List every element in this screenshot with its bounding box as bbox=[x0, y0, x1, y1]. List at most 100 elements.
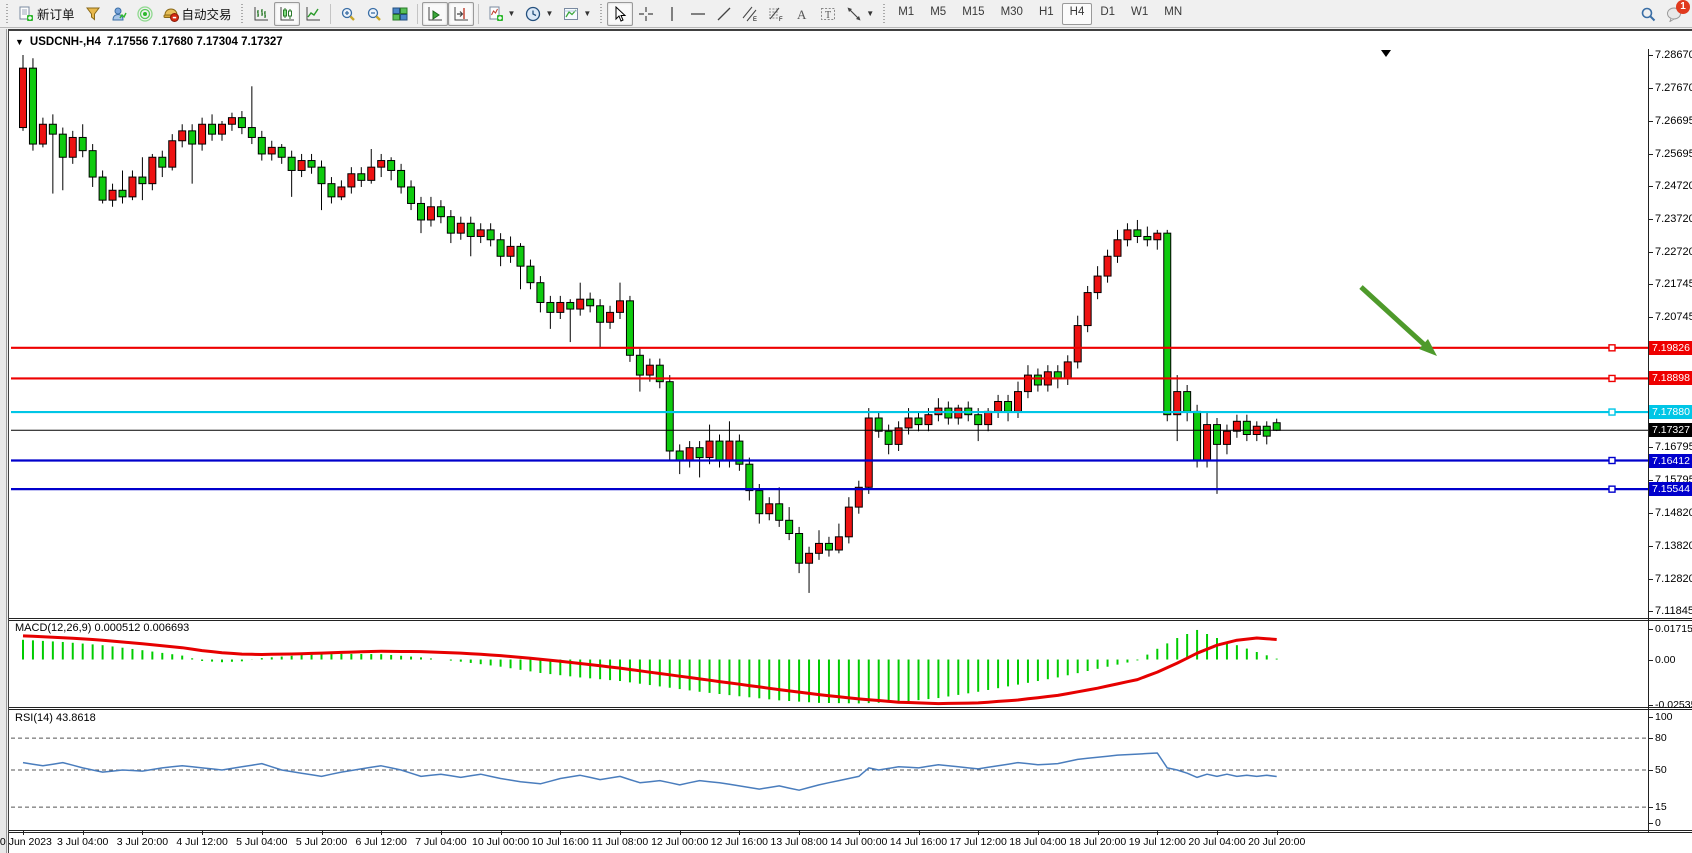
time-tick-label: 14 Jul 00:00 bbox=[830, 836, 888, 848]
macd-axis-label: -0.025358 bbox=[1655, 698, 1692, 711]
auto-scroll-button[interactable] bbox=[421, 1, 448, 26]
dropdown-caret-icon: ▼ bbox=[507, 9, 516, 18]
chart-shift-icon bbox=[454, 6, 468, 20]
signal-button[interactable] bbox=[132, 2, 158, 26]
macd-panel[interactable] bbox=[11, 621, 1648, 707]
arrows-button[interactable]: ▼ bbox=[841, 2, 879, 26]
vertical-line-button[interactable] bbox=[659, 2, 685, 26]
price-tick-mark bbox=[1648, 610, 1653, 612]
text-label-button[interactable]: T bbox=[815, 2, 841, 26]
signal-icon bbox=[136, 5, 153, 22]
time-tick-label: 20 Jul 20:00 bbox=[1248, 836, 1306, 848]
time-tick-mark bbox=[1276, 831, 1278, 835]
timeframe-m1[interactable]: M1 bbox=[898, 5, 915, 18]
price-tick-label: 7.27670 bbox=[1655, 82, 1692, 95]
profile-button[interactable] bbox=[106, 2, 132, 26]
notifications-button[interactable]: 1 bbox=[1666, 0, 1690, 22]
cursor-button[interactable] bbox=[607, 1, 634, 26]
price-tick-label: 7.14820 bbox=[1655, 506, 1692, 519]
time-tick-label: 11 Jul 08:00 bbox=[591, 836, 649, 848]
time-tick-label: 10 Jul 16:00 bbox=[531, 836, 589, 848]
price-level-badge: 7.17880 bbox=[1649, 405, 1692, 420]
price-tick-label: 7.25695 bbox=[1655, 147, 1692, 160]
time-tick-label: 30 Jun 2023 bbox=[0, 836, 52, 848]
price-level-badge: 7.19826 bbox=[1649, 340, 1692, 355]
templates-button[interactable]: ▼ bbox=[558, 2, 596, 26]
time-tick-mark bbox=[440, 831, 442, 835]
panel-separator[interactable] bbox=[9, 707, 1692, 710]
timeframe-m15[interactable]: M15 bbox=[962, 5, 985, 18]
annotation-arrowhead bbox=[1419, 339, 1437, 356]
time-tick-mark bbox=[82, 831, 84, 835]
timeframe-h1[interactable]: H1 bbox=[1038, 5, 1054, 18]
toolbar-grip[interactable] bbox=[599, 3, 605, 24]
time-tick-mark bbox=[1037, 831, 1039, 835]
time-tick-mark bbox=[918, 831, 920, 835]
price-tick-mark bbox=[1648, 316, 1653, 318]
funnel-button[interactable] bbox=[80, 2, 106, 26]
time-tick-mark bbox=[978, 831, 980, 835]
equidistant-channel-button[interactable]: E bbox=[737, 2, 763, 26]
horizontal-line-button[interactable] bbox=[685, 2, 711, 26]
templates-icon bbox=[564, 7, 579, 20]
tile-windows-icon bbox=[392, 7, 408, 20]
fibonacci-button[interactable]: F bbox=[763, 2, 789, 26]
main-toolbar: 新订单 bbox=[0, 0, 1692, 28]
bar-chart-button[interactable] bbox=[248, 2, 274, 26]
indicators-button[interactable]: ▼ bbox=[483, 2, 521, 26]
time-axis[interactable]: 30 Jun 2023 3 Jul 04:00 3 Jul 20:00 4 Jul 1… bbox=[0, 831, 1691, 852]
new-order-label: 新订单 bbox=[37, 8, 75, 22]
zoom-in-button[interactable] bbox=[335, 2, 361, 26]
price-tick-mark bbox=[1648, 545, 1653, 547]
price-tick-label: 7.21745 bbox=[1655, 277, 1692, 290]
chart-symbol-period: USDCNH-,H4 bbox=[29, 35, 101, 48]
main-price-panel[interactable] bbox=[11, 49, 1648, 618]
rsi-tick-mark bbox=[1648, 770, 1653, 771]
svg-text:E: E bbox=[753, 17, 757, 22]
text-button[interactable]: A bbox=[789, 2, 815, 26]
toolbar-grip[interactable] bbox=[5, 3, 10, 24]
chart-window[interactable]: ▼ USDCNH-,H4 7.17556 7.17680 7.17304 7.1… bbox=[0, 29, 1692, 853]
timeframe-w1[interactable]: W1 bbox=[1131, 5, 1149, 18]
time-tick-mark bbox=[142, 831, 144, 835]
rsi-axis-label: 50 bbox=[1655, 764, 1667, 776]
price-tick-mark bbox=[1648, 218, 1653, 220]
auto-trading-button[interactable]: 自动交易 bbox=[158, 2, 237, 26]
trendline-button[interactable] bbox=[711, 2, 737, 26]
crosshair-button[interactable] bbox=[633, 2, 659, 26]
periods-button[interactable]: ▼ bbox=[520, 2, 558, 26]
time-tick-label: 17 Jul 12:00 bbox=[949, 836, 1007, 848]
tile-windows-button[interactable] bbox=[387, 2, 413, 26]
time-tick-mark bbox=[23, 831, 24, 835]
timeframe-m5[interactable]: M5 bbox=[930, 5, 947, 18]
new-order-button[interactable]: 新订单 bbox=[13, 2, 80, 26]
rsi-panel[interactable] bbox=[11, 710, 1648, 830]
timeframe-h4[interactable]: H4 bbox=[1061, 2, 1093, 25]
price-tick-label: 7.24720 bbox=[1655, 179, 1692, 192]
zoom-out-button[interactable] bbox=[361, 2, 387, 26]
rsi-axis-label: 15 bbox=[1655, 801, 1667, 814]
timeframe-d1[interactable]: D1 bbox=[1100, 5, 1116, 18]
price-tick-mark bbox=[1648, 447, 1653, 449]
zoom-out-icon bbox=[367, 7, 381, 21]
toolbar-grip[interactable] bbox=[882, 3, 888, 24]
search-icon[interactable] bbox=[1640, 6, 1656, 22]
panel-separator[interactable] bbox=[9, 618, 1692, 621]
candlestick-chart-button[interactable] bbox=[273, 1, 300, 26]
chart-header: ▼ USDCNH-,H4 7.17556 7.17680 7.17304 7.1… bbox=[15, 34, 283, 49]
price-tick-label: 7.13820 bbox=[1655, 539, 1692, 552]
symbol-dropdown-icon[interactable]: ▼ bbox=[15, 36, 24, 47]
chart-shift-button[interactable] bbox=[447, 1, 474, 26]
bar-chart-icon bbox=[254, 6, 268, 20]
line-chart-button[interactable] bbox=[300, 2, 326, 26]
time-tick-label: 18 Jul 04:00 bbox=[1009, 836, 1067, 848]
candlestick-chart-icon bbox=[280, 6, 294, 20]
toolbar-grip[interactable] bbox=[239, 3, 245, 24]
price-tick-label: 7.20745 bbox=[1655, 310, 1692, 323]
svg-text:F: F bbox=[779, 17, 783, 22]
price-tick-label: 7.26695 bbox=[1655, 114, 1692, 127]
timeframe-mn[interactable]: MN bbox=[1164, 5, 1183, 18]
timeframe-m30[interactable]: M30 bbox=[1000, 5, 1023, 18]
time-tick-label: 14 Jul 16:00 bbox=[889, 836, 948, 848]
